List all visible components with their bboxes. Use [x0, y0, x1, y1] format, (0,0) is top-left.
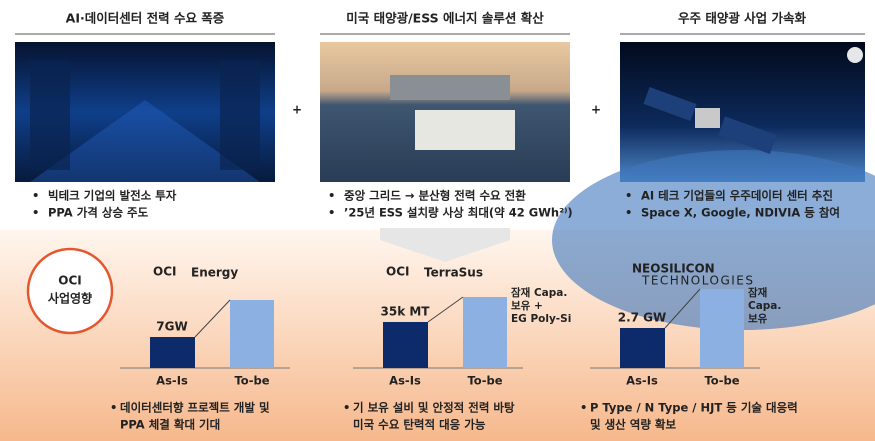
bullet: Space X, Google, NDIVIA 등 참여: [641, 206, 840, 220]
plus: +: [292, 103, 302, 117]
category: To-be: [467, 374, 502, 388]
impact-text: 데이터센터향 프로젝트 개발 및: [120, 401, 270, 415]
plus: +: [591, 103, 601, 117]
impact-text: P Type / N Type / HJT 등 기술 대응력: [590, 401, 798, 415]
note: 잠재 Capa.: [511, 286, 567, 299]
datacenter-image: [15, 42, 275, 182]
impact-text: PPA 체결 확대 기대: [120, 418, 220, 432]
note: 잠재: [748, 286, 767, 299]
bullet: AI 테크 기업들의 우주데이터 센터 추진: [641, 189, 833, 203]
logo-mark: OCI: [153, 265, 176, 279]
as-is-bar: [620, 328, 665, 368]
to-be-bar: [463, 297, 507, 368]
impact-label: 사업영향: [48, 291, 92, 306]
svg-text:•: •: [32, 206, 39, 220]
bullet: ’25년 ESS 설치량 사상 최대(약 42 GWh²⁾): [344, 206, 573, 220]
to-be-bar: [700, 289, 744, 368]
solar-image: [320, 42, 570, 182]
svg-text:•: •: [625, 189, 632, 203]
as-is-bar: [383, 322, 428, 368]
bullet-dot: •: [110, 401, 117, 415]
logo-name: TerraSus: [424, 266, 483, 280]
bullet: PPA 가격 상승 주도: [48, 206, 149, 220]
category: As-Is: [389, 374, 421, 388]
note: EG Poly-Si: [511, 313, 571, 325]
logo-name: Energy: [191, 266, 238, 280]
impact-text: 및 생산 역량 확보: [590, 418, 676, 432]
to-be-bar: [230, 300, 274, 368]
svg-text:•: •: [32, 189, 39, 203]
page: AI·데이터센터 전력 수요 폭증 미국 태양광/ESS 에너지 솔루션 확산 …: [0, 0, 875, 441]
as-is-label: 35k MT: [381, 305, 431, 319]
svg-text:•: •: [625, 206, 632, 220]
as-is-label: 2.7 GW: [618, 311, 667, 325]
category: As-Is: [626, 374, 658, 388]
bullet: 중앙 그리드 → 분산형 전력 수요 전환: [344, 189, 526, 203]
logo-name: TECHNOLOGIES: [641, 274, 754, 288]
category: As-Is: [156, 374, 188, 388]
column-title: 우주 태양광 사업 가속화: [678, 11, 807, 26]
note: 보유: [748, 313, 768, 325]
impact-text: 기 보유 설비 및 안정적 전력 바탕: [353, 401, 515, 415]
as-is-label: 7GW: [156, 320, 187, 334]
column-title: AI·데이터센터 전력 수요 폭증: [66, 11, 225, 26]
svg-text:•: •: [328, 206, 335, 220]
bullet-dot: •: [343, 401, 350, 415]
note: Capa.: [748, 300, 781, 312]
impact-label: OCI: [58, 274, 81, 288]
category: To-be: [704, 374, 739, 388]
as-is-bar: [150, 337, 195, 368]
bullet-dot: •: [580, 401, 587, 415]
svg-text:•: •: [328, 189, 335, 203]
note: 보유 +: [511, 300, 543, 312]
column-title: 미국 태양광/ESS 에너지 솔루션 확산: [346, 11, 544, 26]
bullet: 빅테크 기업의 발전소 투자: [48, 189, 177, 203]
logo-mark: OCI: [386, 265, 409, 279]
impact-text: 미국 수요 탄력적 대응 가능: [353, 418, 486, 432]
category: To-be: [234, 374, 269, 388]
